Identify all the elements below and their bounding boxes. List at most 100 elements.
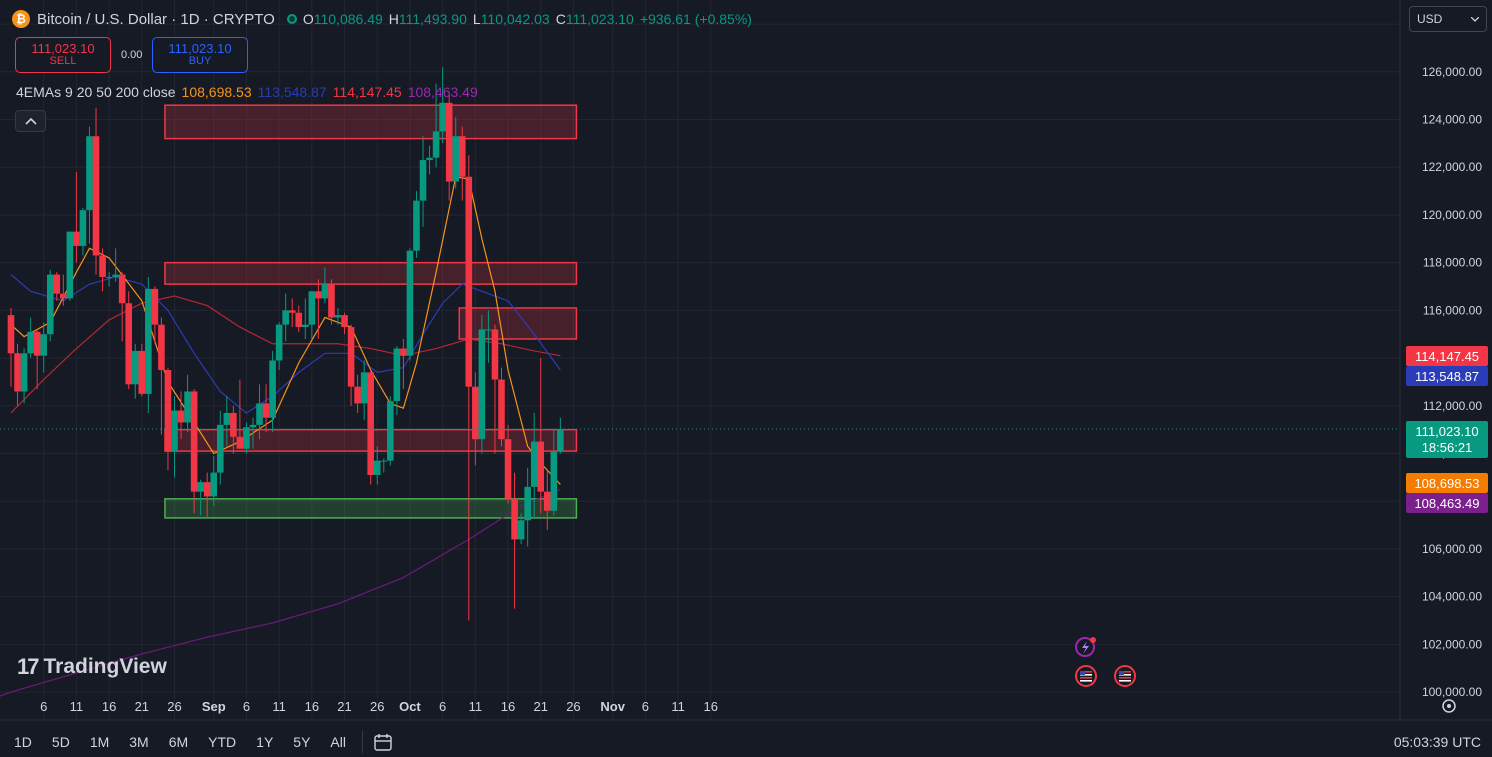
buy-button[interactable]: 111,023.10 BUY [152, 37, 248, 73]
candle[interactable] [230, 405, 237, 454]
candle[interactable] [341, 312, 348, 335]
candle[interactable] [452, 117, 460, 189]
candle[interactable] [131, 343, 139, 399]
candle[interactable] [112, 248, 119, 282]
date-range-icon[interactable] [373, 732, 395, 752]
tradingview-logo[interactable]: 17 TradingView [17, 654, 167, 680]
candle[interactable] [328, 279, 335, 325]
chart-settings-icon[interactable] [1442, 699, 1456, 713]
candle[interactable] [334, 307, 342, 325]
candle[interactable] [550, 429, 558, 516]
candle[interactable] [105, 272, 113, 287]
candle[interactable] [557, 417, 564, 454]
us-flag-event-icon[interactable] [1075, 665, 1097, 687]
candle[interactable] [7, 307, 15, 387]
candle[interactable] [203, 472, 211, 518]
candle[interactable] [151, 286, 159, 344]
candle[interactable] [171, 396, 178, 478]
candle[interactable] [439, 67, 446, 144]
candle[interactable] [393, 346, 401, 416]
timeframe-button[interactable]: 5D [51, 734, 70, 750]
candle[interactable] [145, 276, 152, 413]
candle[interactable] [504, 424, 512, 504]
candle[interactable] [478, 315, 486, 454]
candle[interactable] [158, 317, 165, 435]
resistance-zone[interactable] [164, 104, 578, 140]
candle[interactable] [485, 310, 492, 363]
candle[interactable] [243, 422, 250, 454]
candle[interactable] [543, 470, 551, 530]
candle[interactable] [321, 267, 329, 304]
timeframe-button[interactable]: 6M [168, 734, 189, 750]
candle[interactable] [269, 350, 276, 433]
candle[interactable] [79, 207, 87, 256]
candle[interactable] [360, 360, 368, 421]
candle[interactable] [354, 374, 361, 413]
candle[interactable] [236, 379, 244, 449]
candle[interactable] [60, 274, 67, 306]
candle[interactable] [524, 467, 531, 547]
candle[interactable] [262, 384, 270, 433]
candle[interactable] [27, 317, 34, 359]
candle[interactable] [118, 272, 126, 342]
candle[interactable] [86, 126, 93, 244]
timeframe-button[interactable]: YTD [208, 734, 237, 750]
candle[interactable] [373, 446, 381, 485]
ema50-line[interactable] [10, 295, 561, 414]
sell-button[interactable]: 111,023.10 SELL [15, 37, 111, 73]
candle[interactable] [517, 513, 525, 545]
candle[interactable] [288, 298, 296, 328]
candle[interactable] [190, 389, 198, 514]
candle[interactable] [537, 358, 545, 514]
candle[interactable] [308, 291, 316, 339]
utc-clock[interactable]: 05:03:39 UTC [1393, 734, 1481, 750]
candle[interactable] [197, 479, 204, 516]
candle[interactable] [302, 298, 309, 339]
candle[interactable] [92, 107, 100, 275]
candle[interactable] [53, 272, 61, 301]
candle[interactable] [432, 83, 440, 168]
candle[interactable] [315, 279, 322, 339]
candle[interactable] [216, 410, 224, 485]
candle[interactable] [125, 291, 133, 390]
candle[interactable] [406, 248, 414, 361]
candle[interactable] [498, 367, 505, 447]
ai-insight-icon[interactable] [1075, 637, 1096, 657]
candle[interactable] [33, 329, 41, 390]
candle[interactable] [347, 324, 355, 406]
candle[interactable] [99, 248, 106, 292]
candle[interactable] [387, 396, 394, 466]
timeframe-button[interactable]: 1D [14, 734, 32, 750]
collapse-legend-button[interactable] [15, 110, 46, 132]
candle[interactable] [223, 396, 231, 447]
candle[interactable] [40, 322, 47, 373]
candle[interactable] [380, 458, 388, 473]
candle[interactable] [511, 472, 518, 609]
candle[interactable] [20, 348, 28, 404]
candle[interactable] [295, 305, 303, 332]
candle[interactable] [249, 417, 257, 449]
candle[interactable] [282, 293, 289, 342]
ema200-line[interactable] [0, 488, 561, 704]
candle[interactable] [275, 322, 283, 371]
timeframe-button[interactable]: 3M [129, 734, 149, 750]
timeframe-button[interactable]: 1Y [256, 734, 274, 750]
candle[interactable] [413, 191, 420, 258]
timeframe-button[interactable]: 5Y [293, 734, 311, 750]
candle[interactable] [256, 384, 263, 440]
candle[interactable] [367, 370, 374, 485]
candle[interactable] [472, 372, 479, 466]
timeframe-button[interactable]: 1M [89, 734, 110, 750]
candle[interactable] [530, 412, 538, 518]
candle[interactable] [465, 155, 473, 621]
candle[interactable] [400, 338, 407, 390]
candle[interactable] [458, 126, 466, 201]
candle[interactable] [445, 93, 453, 201]
resistance-zone[interactable] [164, 261, 578, 285]
currency-select[interactable]: USD [1409, 6, 1487, 32]
candle[interactable] [210, 455, 218, 506]
candle[interactable] [14, 343, 21, 406]
candle[interactable] [184, 374, 191, 433]
candle[interactable] [164, 367, 172, 471]
